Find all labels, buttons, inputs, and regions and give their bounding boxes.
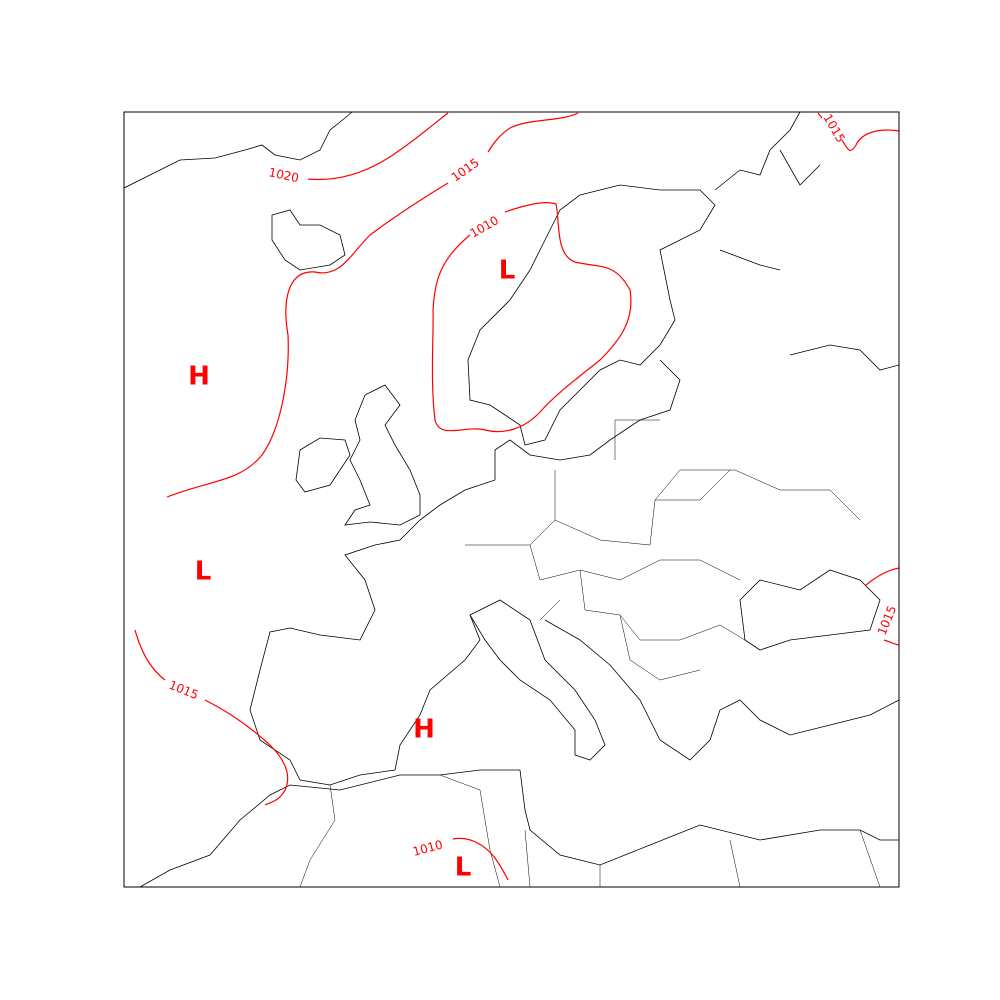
low-pressure-center-north-africa: L xyxy=(455,853,472,883)
isobar-labels: 1020 1015 1010 1015 1015 1015 1010 xyxy=(167,112,899,859)
isobar-label-1015-northeast: 1015 xyxy=(820,112,847,145)
isobar-1015-southwest xyxy=(134,629,289,806)
isobar-label-1010-scandinavia: 1010 xyxy=(468,213,501,240)
iceland-coast xyxy=(271,209,346,271)
russia-arctic-coast xyxy=(714,112,899,371)
france-iberia-coast xyxy=(249,519,481,786)
isobar-1020 xyxy=(307,112,449,181)
balkans-greece-coast xyxy=(544,619,899,761)
country-borders xyxy=(299,419,881,887)
continent-north-coast xyxy=(419,359,681,521)
africa-coast xyxy=(139,769,899,887)
isobar-label-1020: 1020 xyxy=(267,165,300,185)
isobar-label-1015-southwest: 1015 xyxy=(167,678,201,702)
high-pressure-center-mediterranean: H xyxy=(413,715,435,745)
isobar-1010-scandinavia xyxy=(431,201,632,433)
isobar-1010-south xyxy=(452,837,509,881)
low-pressure-center-scandinavia: L xyxy=(499,256,516,286)
isobars xyxy=(134,112,899,881)
isobar-1015-northeast xyxy=(817,112,899,152)
scandinavia-coast xyxy=(467,184,716,446)
britain-coast xyxy=(344,384,421,526)
black-sea-coast xyxy=(739,569,881,651)
pressure-centers: H L L H L xyxy=(188,256,515,883)
map-frame xyxy=(123,111,900,888)
isobar-1015-north xyxy=(166,112,579,498)
italy-coast xyxy=(469,599,606,761)
isobar-label-1015-north: 1015 xyxy=(449,155,482,184)
high-pressure-center-atlantic: H xyxy=(188,362,210,392)
isobar-1015-east xyxy=(865,567,899,646)
isobar-label-1010-south: 1010 xyxy=(411,837,444,858)
ireland-coast xyxy=(295,437,351,493)
coastlines xyxy=(124,112,899,887)
low-pressure-center-atlantic: L xyxy=(195,557,212,587)
greenland-coast xyxy=(124,112,353,189)
isobar-label-1015-east: 1015 xyxy=(875,604,899,638)
